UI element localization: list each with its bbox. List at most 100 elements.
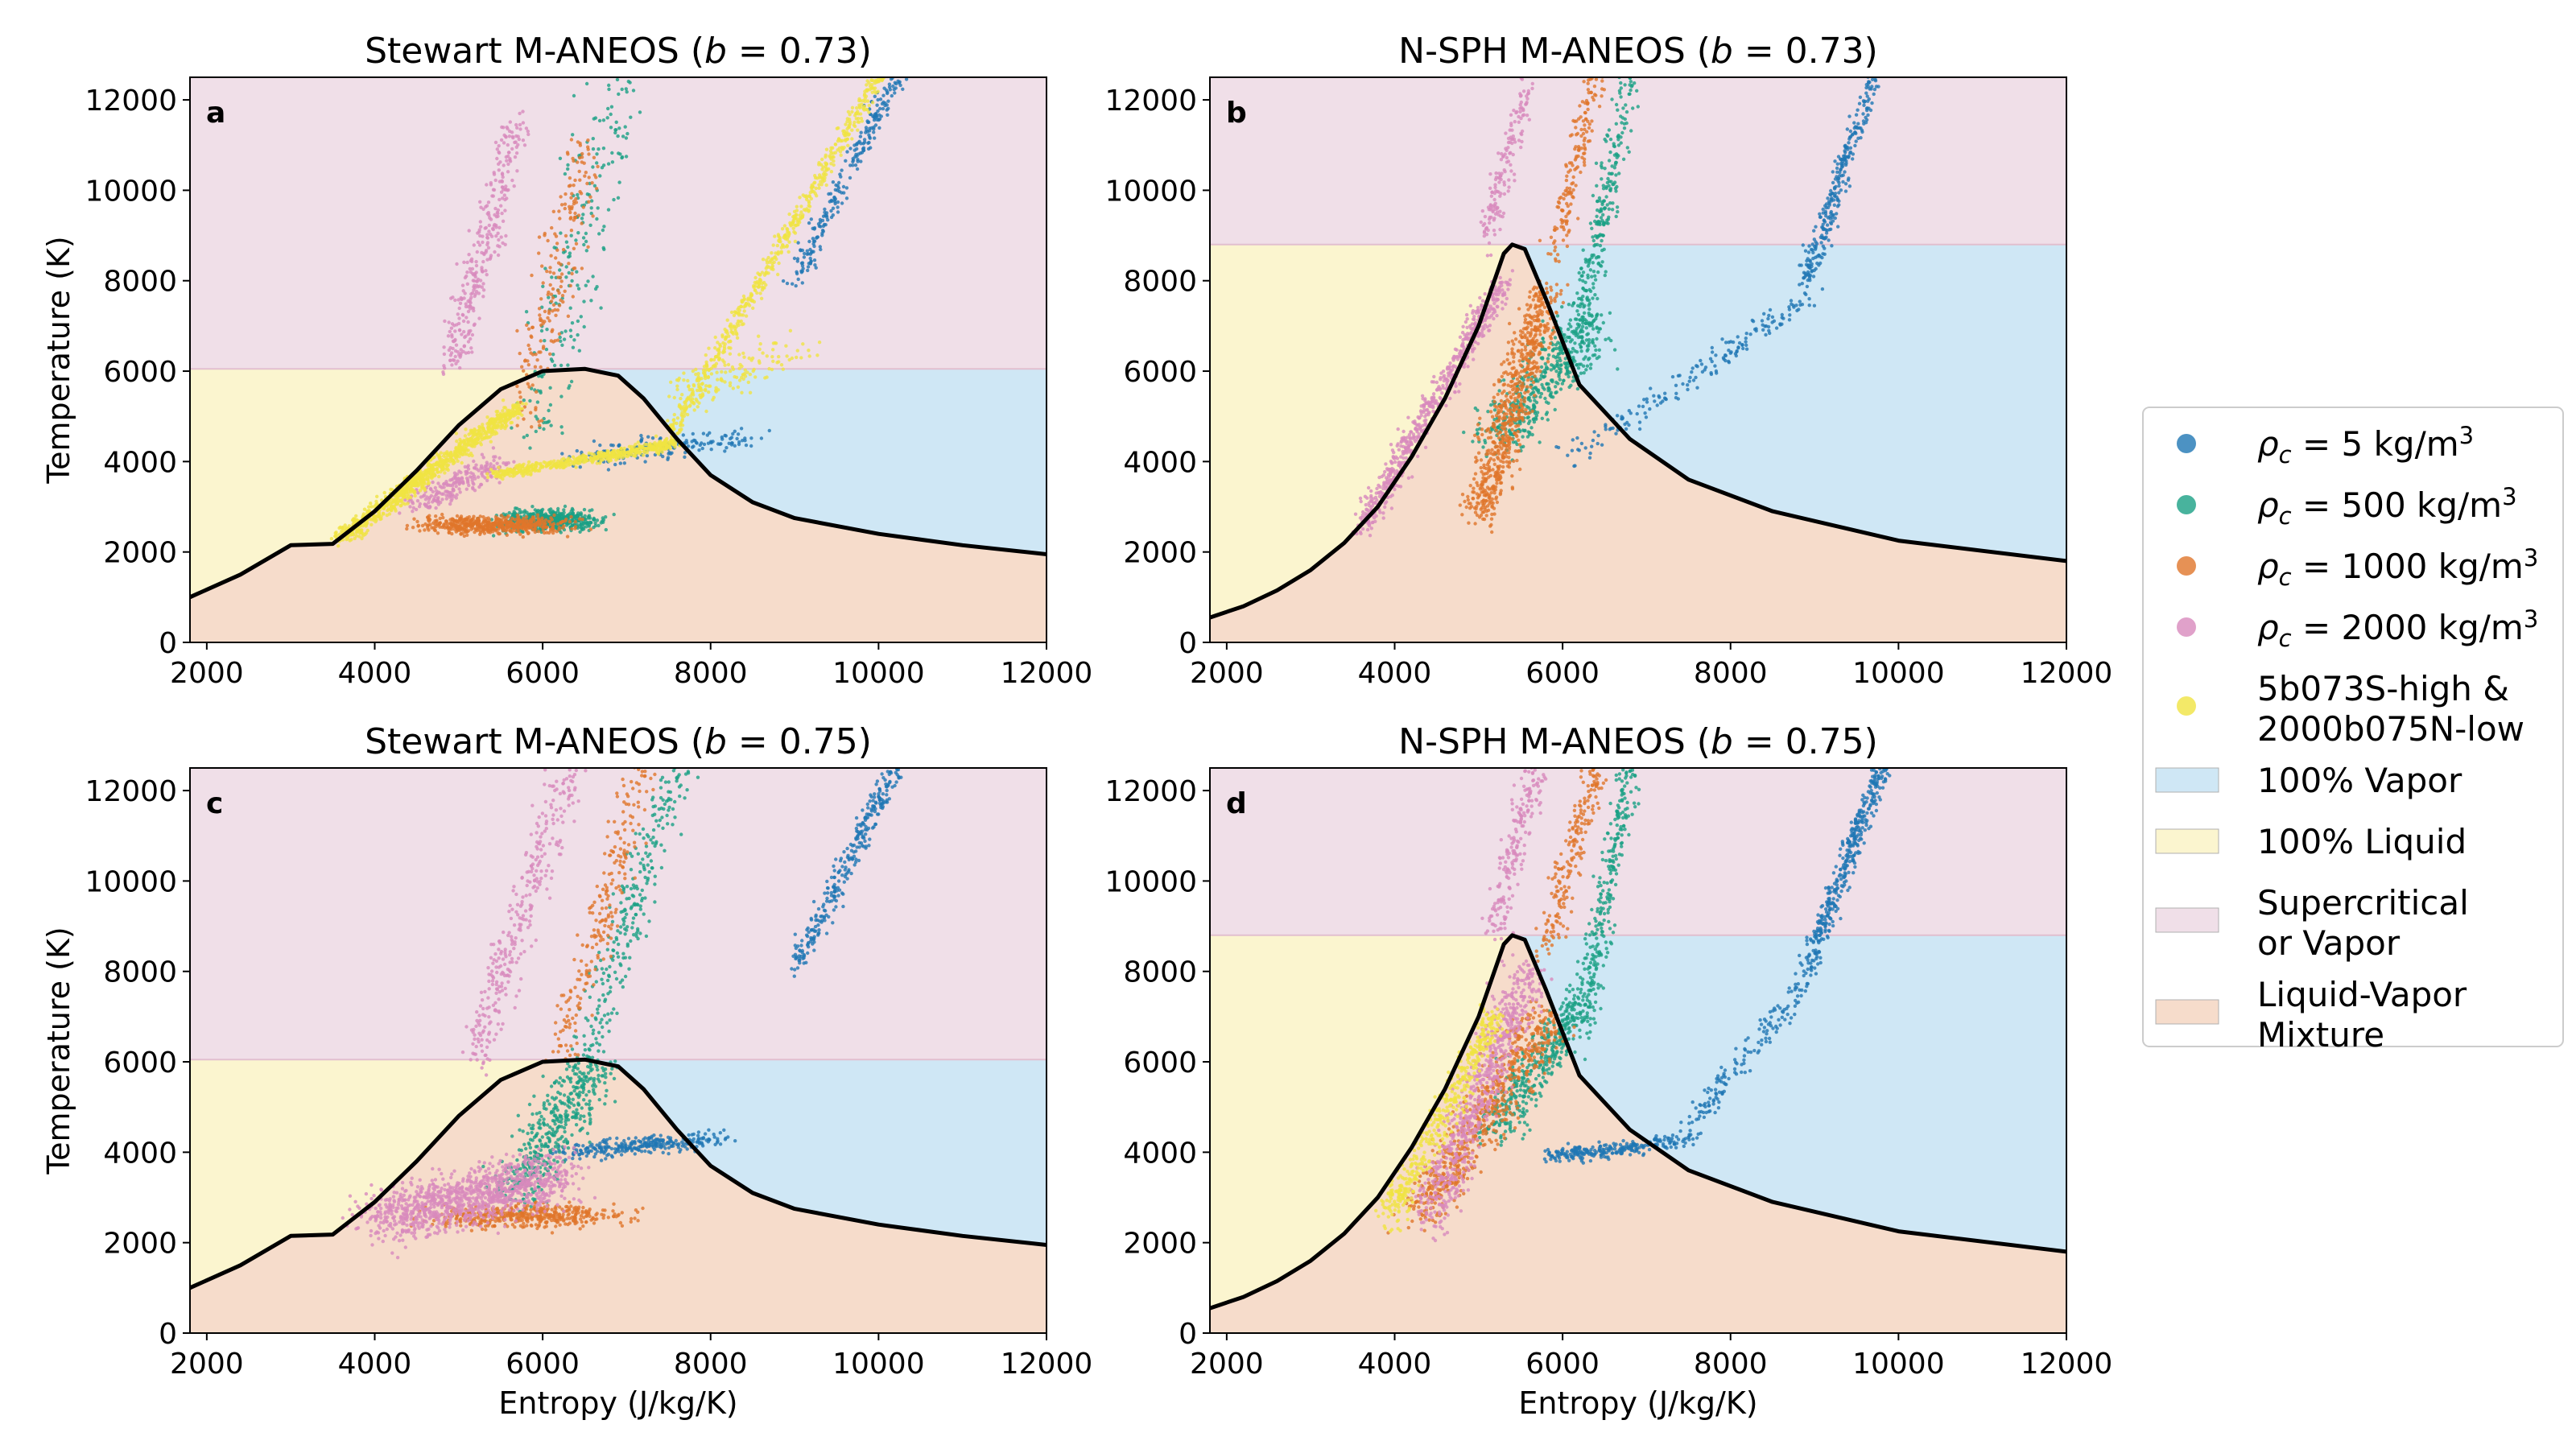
data-point [456,359,460,363]
data-point [694,367,698,372]
data-point [539,297,543,301]
data-point [743,439,747,443]
data-point [645,453,650,458]
data-point [1802,276,1806,280]
data-point [526,531,530,535]
data-point [1847,184,1852,188]
data-point [514,411,519,415]
data-point [500,171,505,175]
data-point [1866,113,1870,118]
data-point [728,369,733,374]
data-point [1637,427,1642,431]
data-point [559,520,563,525]
data-point [1583,446,1587,450]
data-point [1806,272,1811,276]
data-point [526,382,530,386]
region-liquid [190,369,585,597]
data-point [749,294,753,298]
data-point [891,84,895,89]
data-point [514,122,518,127]
data-point [574,200,579,204]
data-point [394,497,398,502]
data-point [456,298,460,302]
x-tick-label: 2000 [170,657,244,690]
data-point [501,175,505,180]
scatter-rho_5 [781,77,909,288]
data-point [669,380,673,384]
data-point [408,505,412,509]
data-point [576,140,580,144]
data-point [614,455,618,460]
data-point [571,133,575,137]
x-tick-label: 12000 [1001,657,1093,690]
data-point [1848,129,1852,134]
data-point [646,447,650,451]
data-point [570,321,575,325]
data-point [1876,85,1880,89]
y-axis-label: Temperature (K) [41,236,76,484]
data-point [518,122,522,127]
data-point [471,433,475,437]
data-point [788,328,793,332]
data-point [500,211,504,216]
data-point [777,360,781,364]
data-point [569,138,574,142]
data-point [487,213,491,217]
data-point [557,526,561,530]
data-point [1847,151,1852,155]
data-point [694,372,698,377]
data-point [436,497,440,501]
data-point [704,384,708,388]
data-point [1847,114,1852,118]
data-point [484,249,489,253]
data-point [435,460,439,465]
data-point [580,454,584,458]
data-point [485,475,490,480]
data-point [423,522,427,526]
data-point [1655,403,1659,407]
data-point [511,136,515,140]
data-point [612,512,616,517]
data-point [596,206,600,210]
data-point [1570,448,1575,452]
data-point [786,250,791,254]
data-point [809,217,813,221]
data-point [586,245,590,249]
data-point [796,241,800,245]
data-point [494,517,498,521]
data-point [1870,101,1874,105]
data-point [650,436,655,440]
data-point [457,306,461,311]
data-point [824,183,828,188]
data-point [465,260,469,265]
data-point [526,359,530,363]
data-point [848,147,852,151]
data-point [448,358,452,362]
data-point [865,83,869,87]
data-point [795,270,799,274]
data-point [464,472,469,477]
data-point [462,329,466,334]
data-point [333,531,337,535]
data-point [482,429,486,433]
data-point [782,224,787,228]
data-point [858,134,863,138]
data-point [570,204,574,209]
data-point [785,281,790,286]
data-point [499,514,504,518]
data-point [433,519,437,523]
data-point [568,306,572,310]
data-point [833,142,838,147]
data-point [613,451,617,456]
y-tick-label: 8000 [103,266,177,299]
data-point [720,335,724,339]
data-point [443,471,447,475]
data-point [510,426,514,430]
data-point [592,439,597,444]
data-point [703,372,707,376]
data-point [431,480,435,485]
data-point [454,477,458,481]
data-point [666,419,670,423]
data-point [612,197,616,202]
